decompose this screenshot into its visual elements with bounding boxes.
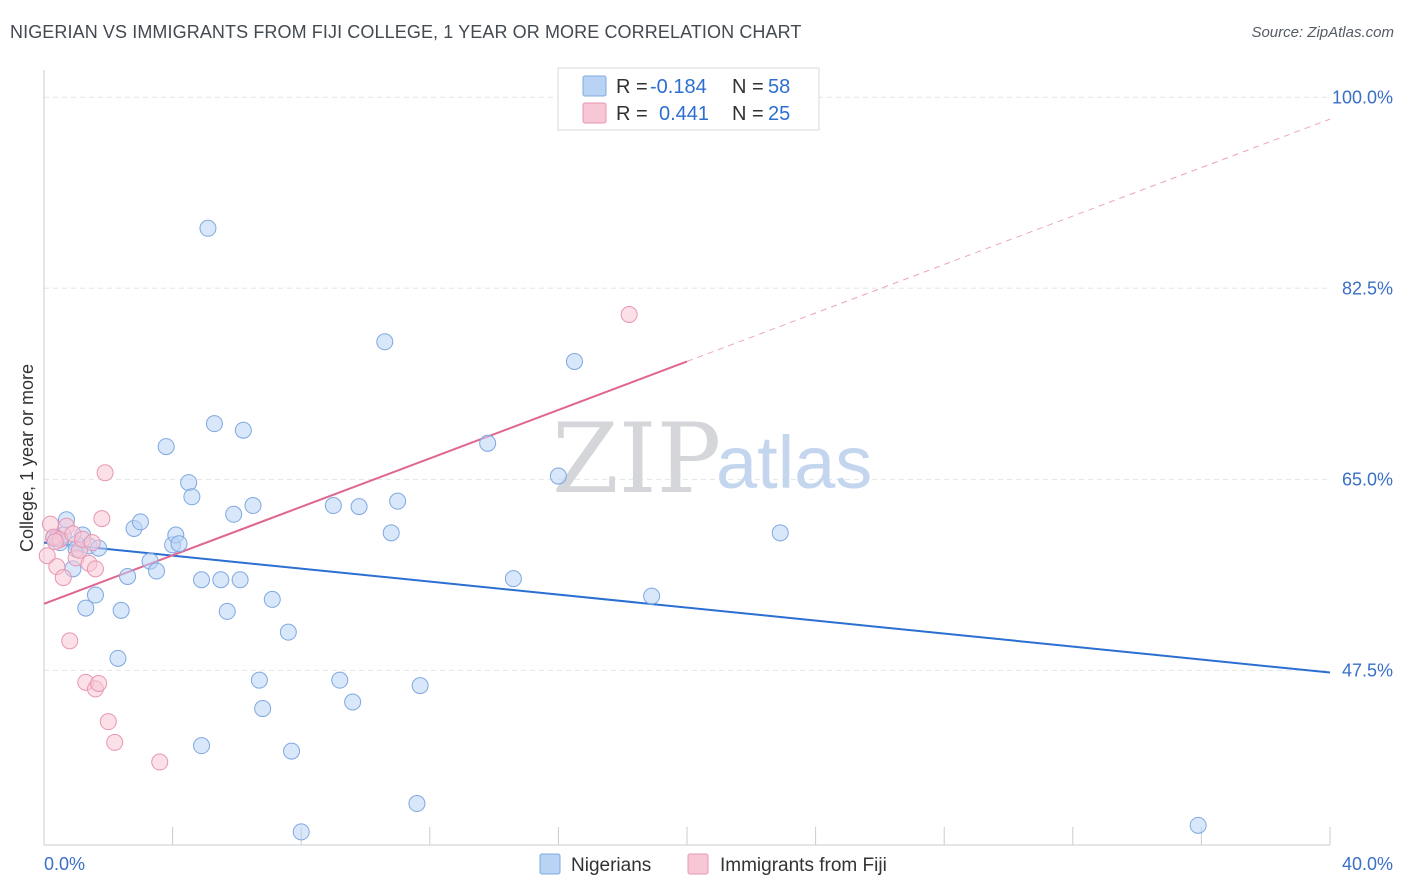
nigerians-point [244,497,262,515]
series-legend-swatch-nigerians [539,853,561,875]
nigerians-point [193,737,211,755]
series-legend-label-fiji: Immigrants from Fiji [720,855,887,876]
fiji-point [90,674,108,692]
legend-r-value-nigerians: -0.184 [650,76,707,98]
nigerians-point [148,562,166,580]
fiji-point [99,713,117,731]
nigerians-point [234,421,252,439]
nigerians-point [479,434,497,452]
nigerians-point [263,590,281,608]
nigerians-point [225,505,243,523]
nigerians-point [324,497,342,515]
nigerians-point [331,671,349,689]
nigerians-point [350,498,368,516]
fiji-point [83,534,101,552]
nigerians-point [504,570,522,588]
nigerians-point [170,535,188,553]
nigerians-point [254,700,272,718]
nigerians-point [643,587,661,605]
x-tick-marks [43,827,1331,845]
fiji-point [38,547,56,565]
fiji-point [61,632,79,650]
nigerians-point [376,333,394,351]
fiji-point [46,533,64,551]
nigerians-point [771,524,789,542]
nigerians-point [218,602,236,620]
nigerians-point [199,219,217,237]
nigerians-point [389,492,407,510]
fiji-point [86,560,104,578]
nigerians-point [212,571,230,589]
series-legend: Nigerians Immigrants from Fiji [539,853,887,876]
x-tick-labels: 0.0% 40.0% [44,854,1393,874]
legend-n-value-nigerians: 58 [768,76,790,98]
nigerians-point [180,474,198,492]
watermark-zip: ZIP [552,403,721,515]
nigerians-point [119,567,137,585]
y-tick-label: 82.5% [1342,278,1393,298]
nigerians-point [382,524,400,542]
fiji-point [93,510,111,528]
legend-r-value-fiji: 0.441 [659,103,709,125]
nigerians-point [157,438,175,456]
watermark-atlas: atlas [716,421,872,504]
series-legend-label-nigerians: Nigerians [571,855,651,876]
chart-source: Source: ZipAtlas.com [1251,24,1394,41]
nigerians-point [205,415,223,433]
fiji-point [151,753,169,771]
fiji-point [54,569,72,587]
nigerians-point [411,677,429,695]
series-legend-swatch-fiji [687,853,709,875]
nigerians-point [292,823,310,841]
nigerians-trend-line [43,541,1331,674]
nigerians-point [183,488,201,506]
legend-n-label-fiji: N = [732,103,764,125]
nigerians-point [109,649,127,667]
nigerians-point [86,586,104,604]
y-tick-label: 65.0% [1342,469,1393,489]
y-tick-label: 100.0% [1332,87,1393,107]
legend-swatch-fiji [582,102,607,124]
nigerians-point [565,352,583,370]
legend-n-label-nigerians: N = [732,76,764,98]
fiji-points [38,306,638,771]
stats-legend: R = -0.184 N = 58 R = 0.441 N = 25 [557,67,820,131]
nigerians-point [408,795,426,813]
legend-r-label-nigerians: R = [616,76,648,98]
nigerians-point [77,599,95,617]
nigerians-point [112,601,130,619]
nigerians-point [193,571,211,589]
x-tick-label: 40.0% [1342,854,1393,874]
nigerians-point [131,513,149,531]
x-tick-label: 0.0% [44,854,85,874]
legend-r-label-fiji: R = [616,103,648,125]
legend-swatch-nigerians [582,75,607,97]
fiji-point [620,306,638,324]
trend-lines [43,118,1331,674]
nigerians-point [231,571,249,589]
y-axis-title: College, 1 year or more [17,364,37,552]
y-tick-labels: 47.5% 65.0% 82.5% 100.0% [1332,87,1393,680]
nigerians-point [279,623,297,641]
fiji-point [106,733,124,751]
nigerians-point [250,671,268,689]
nigerians-point [549,467,567,485]
fiji-trend-extension [686,118,1331,362]
chart-title: NIGERIAN VS IMMIGRANTS FROM FIJI COLLEGE… [10,22,802,42]
legend-n-value-fiji: 25 [768,103,790,125]
fiji-point [96,464,114,482]
y-tick-label: 47.5% [1342,660,1393,680]
nigerians-point [344,693,362,711]
watermark: ZIP atlas [552,403,872,515]
nigerians-point [283,742,301,760]
nigerians-point [1189,816,1207,834]
